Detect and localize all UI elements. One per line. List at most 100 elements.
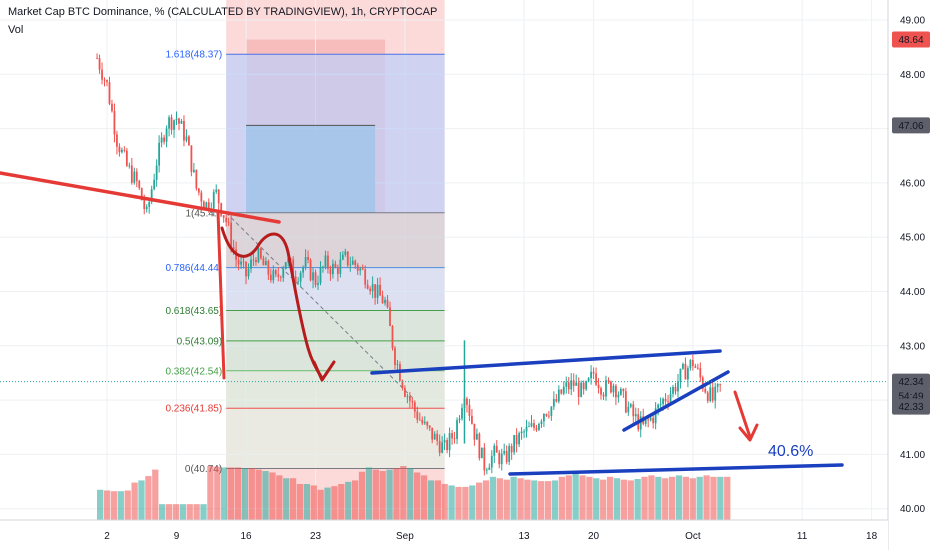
candle-body bbox=[227, 222, 230, 223]
red-resistance-trendline[interactable] bbox=[0, 171, 281, 224]
volume-bar bbox=[586, 476, 593, 520]
candle-body bbox=[567, 382, 570, 390]
candle-body bbox=[237, 259, 240, 265]
candle-body bbox=[314, 272, 317, 285]
candle-body bbox=[436, 433, 439, 441]
time-axis[interactable]: 2 9 16 23 Sep 13 20 Oct 11 18 bbox=[0, 519, 888, 550]
candle-body bbox=[386, 299, 389, 308]
blue-lower-trendline[interactable] bbox=[508, 463, 844, 476]
volume-bar bbox=[634, 478, 641, 520]
volume-bar bbox=[448, 485, 455, 520]
candle-body bbox=[401, 380, 404, 388]
candle-body bbox=[103, 79, 106, 81]
candle-body bbox=[446, 440, 449, 451]
candle-body bbox=[545, 414, 548, 416]
volume-bar bbox=[124, 490, 131, 520]
candle-body bbox=[672, 386, 674, 394]
volume-bar bbox=[538, 481, 545, 520]
candle-body bbox=[687, 368, 689, 380]
candle-body bbox=[520, 431, 523, 434]
candle-body bbox=[644, 419, 647, 424]
volume-bar bbox=[441, 484, 448, 520]
candle-body bbox=[664, 398, 667, 402]
candle-body bbox=[113, 111, 116, 135]
red-down-arrowhead[interactable] bbox=[738, 423, 759, 442]
candle-body bbox=[267, 261, 270, 275]
candle-body bbox=[600, 388, 602, 395]
volume-bar bbox=[358, 471, 366, 520]
candle-body bbox=[612, 385, 615, 393]
candle-body bbox=[376, 284, 379, 298]
volume-bar bbox=[613, 478, 621, 520]
blue-upper-trendline[interactable] bbox=[370, 349, 722, 375]
candle-body bbox=[689, 359, 692, 369]
candle-body bbox=[662, 398, 664, 405]
candle-body bbox=[538, 423, 540, 430]
candle-body bbox=[111, 103, 113, 112]
red-path-arrowhead[interactable] bbox=[312, 360, 336, 382]
price-tick-label: 40.00 bbox=[900, 504, 925, 515]
candle-body bbox=[307, 256, 309, 260]
volume-bar bbox=[462, 486, 469, 520]
candle-body bbox=[503, 450, 506, 454]
candle-body bbox=[332, 263, 334, 275]
volume-bar bbox=[159, 504, 166, 520]
candle-body bbox=[257, 248, 260, 263]
candle-body bbox=[649, 417, 652, 421]
drawings[interactable]: 40.6% bbox=[0, 171, 888, 476]
candle-body bbox=[406, 396, 409, 398]
candle-body bbox=[580, 382, 583, 397]
volume-bar bbox=[668, 476, 676, 520]
candle-body bbox=[202, 201, 205, 208]
volume-bar bbox=[365, 467, 373, 520]
candle-body bbox=[294, 276, 297, 283]
candle-body bbox=[255, 259, 257, 263]
candle-body bbox=[299, 272, 302, 282]
candle-body bbox=[96, 58, 98, 59]
candle-body bbox=[319, 266, 322, 284]
candle-body bbox=[667, 401, 669, 403]
volume-bar bbox=[255, 469, 262, 520]
candle-body bbox=[384, 299, 386, 304]
volume-bar bbox=[524, 479, 531, 520]
candle-body bbox=[704, 388, 707, 393]
price-axis[interactable]: 49.0048.0047.0046.0045.0044.0043.0042.00… bbox=[887, 0, 932, 550]
candle-body bbox=[716, 384, 719, 387]
candle-body bbox=[284, 262, 287, 270]
candle-body bbox=[433, 433, 436, 440]
fibonacci-retracement[interactable]: 1.618(48.37) 1(45.4... 0.786(44.44) 0.618(4… bbox=[165, 50, 445, 475]
volume-bar bbox=[703, 475, 710, 520]
candle-body bbox=[264, 261, 267, 266]
candle-body bbox=[587, 378, 590, 382]
blue-wedge-support-line[interactable] bbox=[622, 370, 730, 432]
volume-bar bbox=[379, 471, 386, 520]
red-drop-line[interactable] bbox=[216, 210, 226, 380]
candle-body bbox=[341, 254, 344, 260]
candle-body bbox=[617, 394, 620, 398]
price-tick-label: 48.00 bbox=[900, 70, 925, 81]
fib-zone bbox=[226, 370, 445, 409]
candle-body bbox=[396, 364, 399, 366]
candle-body bbox=[140, 188, 143, 201]
candle-body bbox=[634, 414, 637, 417]
time-tick-label: 16 bbox=[240, 531, 252, 542]
candle-body bbox=[339, 259, 342, 274]
volume-bar bbox=[310, 485, 317, 520]
red-projected-path[interactable] bbox=[220, 226, 324, 380]
volume-bar bbox=[420, 475, 428, 520]
volume-bar bbox=[283, 478, 290, 520]
volume-bar bbox=[407, 468, 414, 520]
candle-body bbox=[232, 247, 235, 250]
red-down-arrow[interactable] bbox=[733, 390, 752, 439]
candle-body bbox=[699, 367, 702, 378]
candle-body bbox=[674, 386, 677, 392]
volume-bar bbox=[179, 504, 186, 520]
candle-body bbox=[528, 426, 530, 428]
candle-body bbox=[438, 440, 441, 453]
candle-body bbox=[714, 386, 717, 401]
candle-body bbox=[160, 137, 163, 143]
candle-body bbox=[190, 145, 193, 172]
time-tick-label: 18 bbox=[866, 531, 878, 542]
volume-bar bbox=[331, 486, 338, 520]
volume-bar bbox=[565, 475, 572, 520]
